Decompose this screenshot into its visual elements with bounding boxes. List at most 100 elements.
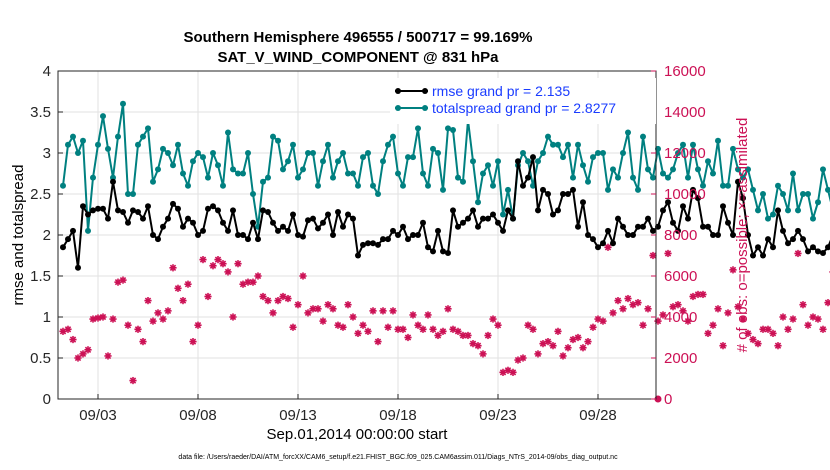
totalspread-point <box>225 129 231 136</box>
rmse-point <box>425 244 431 251</box>
obs-assimilated-point <box>484 331 492 340</box>
rmse-point <box>705 223 711 230</box>
obs-assimilated-point <box>794 249 802 258</box>
totalspread-point <box>130 191 136 197</box>
rmse-point <box>780 227 786 234</box>
rmse-point <box>485 215 491 222</box>
totalspread-point <box>350 170 356 177</box>
obs-assimilated-point <box>509 368 517 376</box>
rmse-point <box>675 227 681 234</box>
obs-assimilated-point <box>799 301 807 309</box>
star-stroke <box>254 272 262 280</box>
rmse-point <box>230 207 236 214</box>
obs-assimilated-point <box>624 294 632 303</box>
totalspread-point <box>615 174 621 181</box>
rmse-point <box>210 203 216 210</box>
rmse-point <box>125 219 131 226</box>
rmse-point <box>585 232 591 238</box>
obs-assimilated-point <box>134 325 142 333</box>
totalspread-point <box>690 141 696 148</box>
totalspread-point <box>170 162 176 169</box>
totalspread-point <box>310 150 316 156</box>
obs-assimilated-point <box>644 305 652 313</box>
obs-assimilated-point <box>174 284 182 292</box>
star-stroke <box>424 311 432 319</box>
rmse-point <box>255 236 261 243</box>
obs-assimilated-point <box>749 335 757 344</box>
rmse-point <box>440 248 446 255</box>
star-stroke <box>364 328 372 335</box>
totalspread-point <box>365 150 371 156</box>
rmse-point <box>500 227 506 234</box>
star-stroke <box>104 352 112 360</box>
star-stroke <box>749 336 757 343</box>
rmse-point <box>270 219 276 226</box>
rmse-point <box>660 207 666 214</box>
obs-assimilated-point <box>189 338 197 346</box>
obs-assimilated-point <box>579 344 587 352</box>
star-stroke <box>409 311 417 319</box>
totalspread-point <box>295 174 301 181</box>
rmse-point <box>215 207 221 214</box>
obs-assimilated-point <box>274 297 282 305</box>
rmse-point <box>180 223 186 230</box>
star-stroke <box>354 330 362 337</box>
totalspread-point <box>525 158 531 165</box>
obs-assimilated-point <box>324 301 332 309</box>
star-stroke <box>124 322 132 329</box>
star-stroke <box>634 299 642 306</box>
rmse-point <box>700 223 706 230</box>
totalspread-point <box>240 170 246 177</box>
star-stroke <box>639 322 647 329</box>
rmse-point <box>175 205 181 212</box>
totalspread-point <box>410 154 416 161</box>
rmse-point <box>435 227 441 234</box>
star-stroke <box>459 332 467 339</box>
totalspread-point <box>400 182 406 189</box>
star-stroke <box>469 340 477 347</box>
star-stroke <box>594 315 602 323</box>
star-stroke <box>444 305 452 312</box>
star-stroke <box>339 324 347 331</box>
obs-assimilated-point <box>779 313 787 321</box>
obs-assimilated-point <box>194 321 202 329</box>
totalspread-point <box>230 166 236 173</box>
star-stroke <box>429 326 437 333</box>
star-stroke <box>164 307 172 315</box>
star-stroke <box>349 313 357 321</box>
obs-assimilated-point <box>284 294 292 303</box>
star-stroke <box>734 303 742 310</box>
totalspread-point <box>220 182 226 189</box>
y-right-tick-label: 14000 <box>664 104 706 121</box>
totalspread-point <box>640 133 646 140</box>
obs-assimilated-point <box>184 280 192 288</box>
totalspread-point <box>285 158 291 165</box>
rmse-point <box>410 232 416 238</box>
totalspread-point <box>120 100 126 107</box>
obs-assimilated-point <box>139 338 147 346</box>
obs-assimilated-point <box>714 305 722 313</box>
totalspread-point <box>805 191 811 197</box>
obs-assimilated-point <box>369 307 377 315</box>
star-stroke <box>769 330 777 337</box>
star-stroke <box>684 317 692 325</box>
star-stroke <box>74 354 82 362</box>
totalspread-point <box>625 129 631 136</box>
totalspread-point <box>235 170 241 177</box>
rmse-point <box>805 248 811 255</box>
star-stroke <box>414 322 422 329</box>
obs-assimilated-point <box>699 290 707 299</box>
obs-assimilated-point <box>84 346 92 354</box>
obs-assimilated-point <box>104 352 112 360</box>
star-stroke <box>609 309 617 317</box>
rmse-point <box>335 209 341 216</box>
totalspread-point <box>795 207 801 214</box>
star-stroke <box>739 315 747 323</box>
star-stroke <box>379 307 387 315</box>
y-right-tick-label: 8000 <box>664 227 697 244</box>
star-stroke <box>199 256 207 263</box>
totalspread-point <box>695 166 701 173</box>
totalspread-point <box>565 141 571 148</box>
totalspread-point <box>160 145 166 152</box>
